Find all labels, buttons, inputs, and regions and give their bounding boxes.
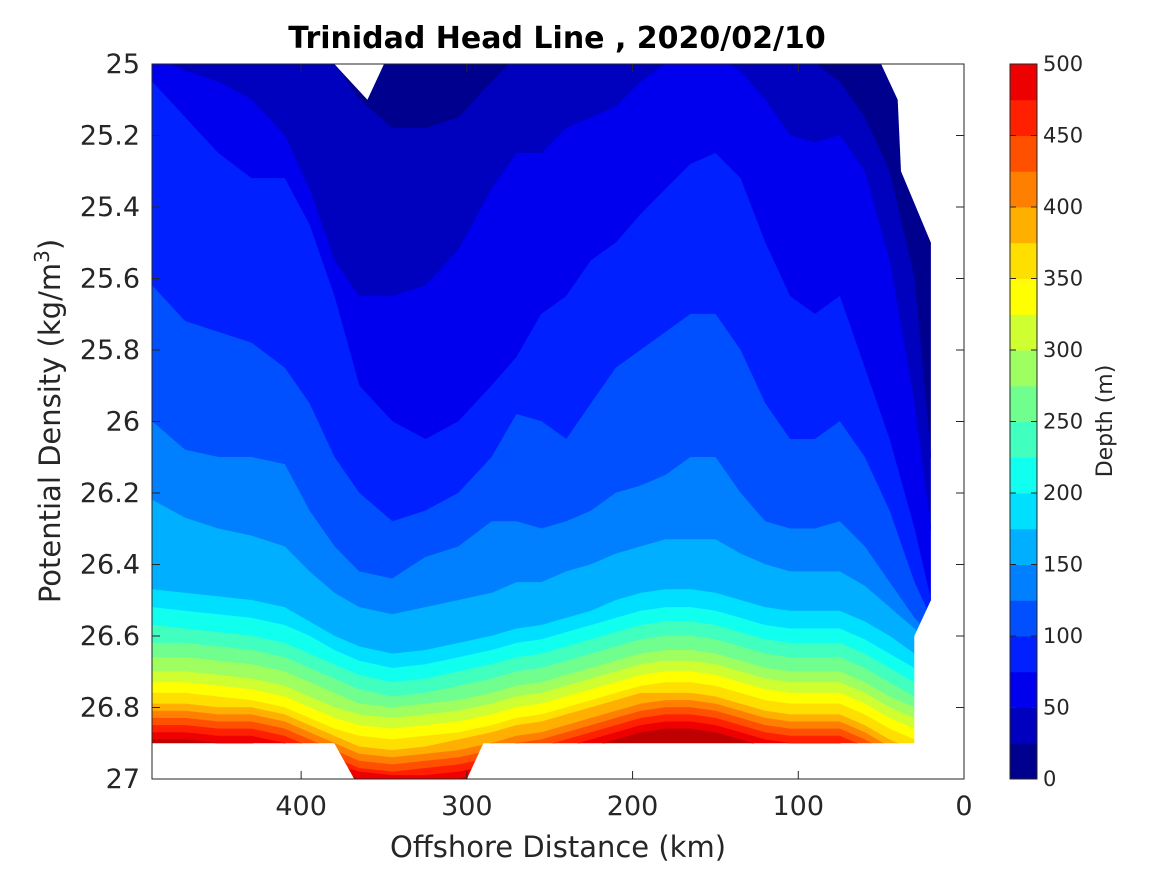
colorbar-swatch (1010, 99, 1037, 136)
y-tick-label: 26.6 (80, 621, 140, 652)
colorbar-swatch (1010, 421, 1037, 458)
colorbar-swatch (1010, 600, 1037, 637)
y-tick-label: 25.6 (80, 264, 140, 295)
x-tick-label: 200 (607, 791, 659, 822)
colorbar-tick-label: 500 (1043, 52, 1083, 76)
y-axis-label-text: Potential Density (kg/m (33, 263, 67, 603)
colorbar-tick-label: 400 (1043, 195, 1083, 219)
colorbar-swatch (1010, 350, 1037, 387)
depth-band-475-500 (152, 721, 931, 779)
y-tick-label: 27 (106, 764, 140, 795)
colorbar-tick-label: 450 (1043, 124, 1083, 148)
colorbar-tick-label: 300 (1043, 338, 1083, 362)
colorbar-tick-label: 250 (1043, 410, 1083, 434)
colorbar-tick-label: 200 (1043, 481, 1083, 505)
colorbar-ticks: 0 50 100 150 200 250 300 350 400 450 500 (1010, 52, 1083, 791)
chart-title: Trinidad Head Line , 2020/02/10 (288, 21, 825, 56)
y-axis-label: Potential Density (kg/m3) (30, 239, 67, 603)
x-tick-label: 400 (275, 791, 327, 822)
colorbar-swatch (1010, 743, 1037, 780)
y-tick-label: 25.8 (80, 335, 140, 366)
colorbar-tick-label: 350 (1043, 267, 1083, 291)
colorbar-swatch (1010, 457, 1037, 494)
y-axis-ticks: 25 25.2 25.4 25.6 25.8 26 26.2 26.4 26.6 26.8 27 (80, 49, 964, 795)
colorbar-swatch (1010, 385, 1037, 422)
y-tick-label: 25.2 (80, 121, 140, 152)
plot-area: 400 300 200 100 0 25 25.2 25.4 25.6 25.8 26 26.2 26… (80, 49, 973, 822)
colorbar-swatch (1010, 314, 1037, 351)
colorbar-swatch (1010, 707, 1037, 744)
colorbar-tick-label: 100 (1043, 624, 1083, 648)
colorbar-label: Depth (m) (1093, 365, 1118, 478)
colorbar-tick-label: 0 (1043, 767, 1056, 791)
colorbar-swatch (1010, 64, 1037, 101)
colorbar: 0 50 100 150 200 250 300 350 400 450 500 (1009, 52, 1083, 791)
depth-contour-fills (152, 64, 931, 779)
colorbar-swatch (1010, 528, 1037, 565)
y-tick-label: 26.2 (80, 478, 140, 509)
x-axis-ticks: 400 300 200 100 0 (275, 64, 973, 822)
colorbar-tick-label: 150 (1043, 553, 1083, 577)
colorbar-swatch (1010, 207, 1037, 244)
colorbar-swatch (1010, 636, 1037, 673)
colorbar-swatch (1010, 278, 1037, 315)
y-tick-label: 25 (106, 49, 140, 80)
y-tick-label: 26.8 (80, 693, 140, 724)
y-tick-label: 26 (106, 407, 140, 438)
colorbar-swatch (1010, 564, 1037, 601)
x-tick-label: 100 (773, 791, 825, 822)
colorbar-swatch (1010, 242, 1037, 279)
x-tick-label: 0 (955, 791, 972, 822)
colorbar-swatch (1010, 671, 1037, 708)
x-axis-label: Offshore Distance (km) (390, 830, 726, 864)
colorbar-tick-label: 50 (1043, 696, 1070, 720)
colorbar-swatch (1010, 135, 1037, 172)
colorbar-swatches (1010, 64, 1037, 780)
colorbar-swatch (1010, 493, 1037, 530)
y-axis-label-superscript: 3 (30, 250, 54, 263)
colorbar-swatch (1010, 171, 1037, 208)
y-tick-label: 26.4 (80, 550, 140, 581)
y-tick-label: 25.4 (80, 192, 140, 223)
y-axis-label-close: ) (33, 239, 67, 250)
x-tick-label: 300 (441, 791, 493, 822)
